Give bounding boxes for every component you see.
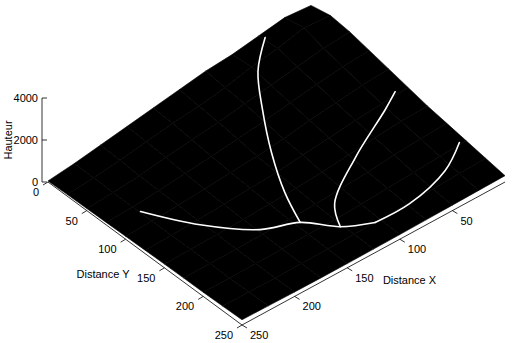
x-tick	[400, 239, 405, 242]
y-tick-label: 50	[66, 215, 78, 227]
y-tick	[43, 182, 48, 185]
x-tick	[347, 268, 352, 271]
z-tick	[42, 140, 47, 141]
x-tick-label: 150	[355, 272, 373, 284]
y-axis-line	[48, 182, 242, 325]
river	[258, 38, 300, 223]
z-tick-label: 0	[32, 176, 38, 188]
y-tick	[237, 325, 242, 328]
z-tick-label: 2000	[14, 134, 38, 146]
x-tick-label: 50	[460, 215, 472, 227]
y-tick	[82, 211, 87, 214]
z-tick	[42, 182, 47, 183]
y-tick	[121, 239, 126, 242]
x-tick-label: 200	[303, 300, 321, 312]
y-tick-label: 200	[176, 300, 194, 312]
x-axis-line	[242, 182, 505, 325]
y-tick-label: 250	[215, 329, 233, 341]
y-tick-label: 100	[98, 243, 116, 255]
z-tick-label: 4000	[14, 92, 38, 104]
y-tick-label: 150	[137, 272, 155, 284]
x-tick-label: 250	[250, 329, 268, 341]
y-tick	[159, 268, 164, 271]
x-tick-label: 100	[408, 243, 426, 255]
y-tick	[198, 296, 203, 299]
x-axis-title: Distance X	[383, 274, 437, 286]
chart: 0 50 100 150 200 250 Distance Y 50 100 150 200 250 D…	[0, 0, 517, 343]
x-tick	[452, 211, 457, 214]
axes: 0 50 100 150 200 250 Distance Y 50 100 150 200 250 D…	[2, 92, 505, 341]
z-axis-title: Hauteur	[2, 120, 14, 159]
x-tick	[295, 296, 300, 299]
z-tick	[42, 98, 47, 99]
x-tick	[242, 325, 247, 328]
river	[375, 142, 459, 222]
river	[335, 92, 396, 227]
plot-area	[48, 5, 505, 319]
y-axis-title: Distance Y	[77, 268, 131, 280]
